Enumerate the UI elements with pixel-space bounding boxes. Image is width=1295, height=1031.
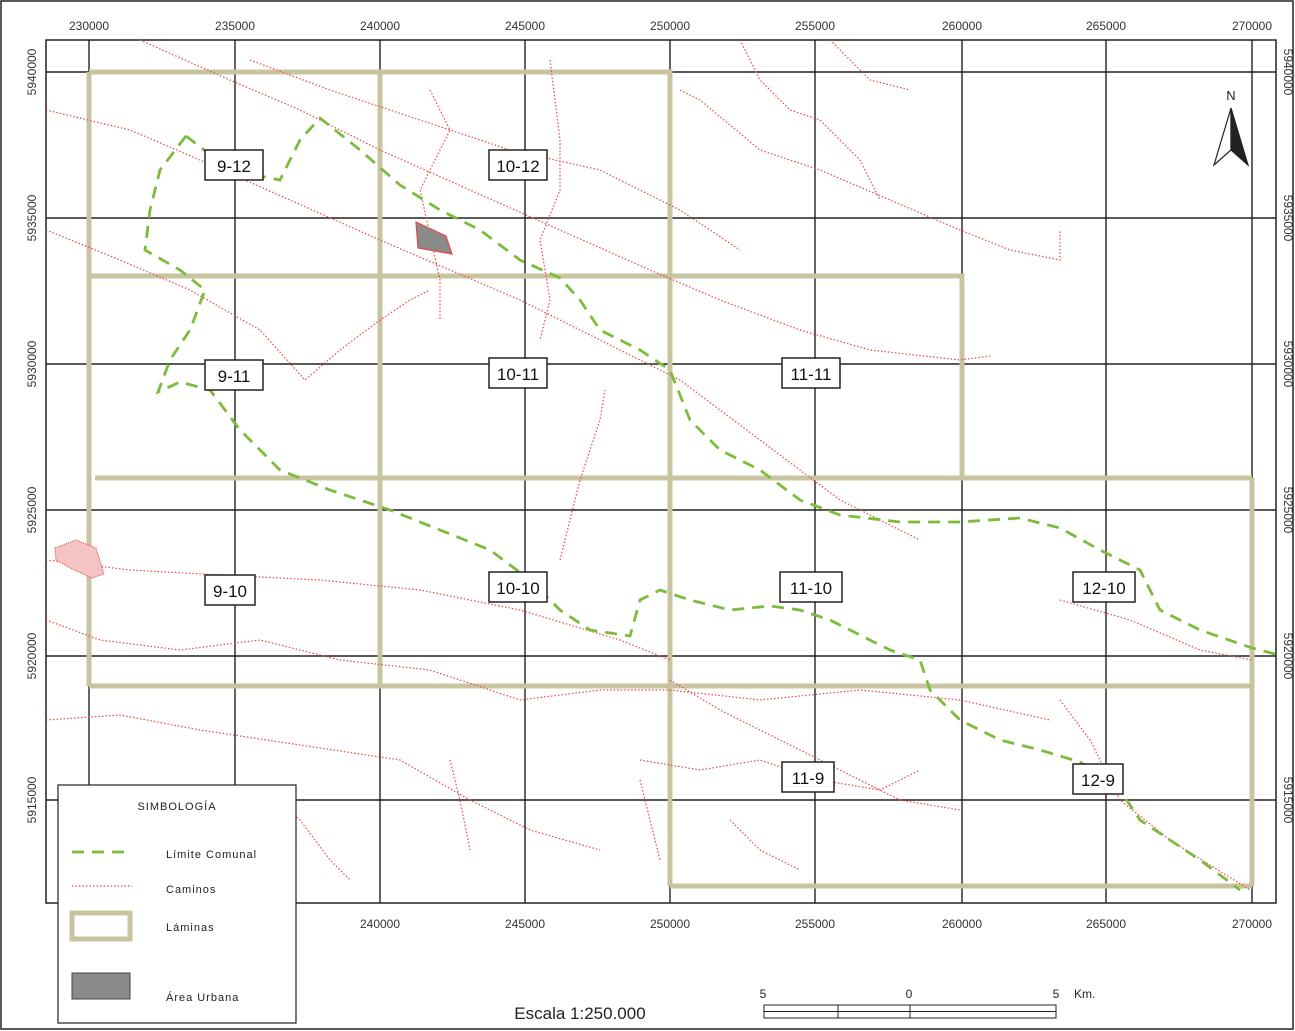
svg-text:9-11: 9-11 <box>218 367 251 386</box>
caminos-roads <box>45 39 1253 891</box>
scale-label-left: 5 <box>760 987 767 1001</box>
x-tick-bottom: 240000 <box>360 917 400 931</box>
svg-text:11-11: 11-11 <box>791 365 832 384</box>
sheet-label-9-10[interactable]: 9-10 <box>204 574 256 606</box>
y-tick-right: 5930000 <box>1281 341 1295 388</box>
sheet-label-10-11[interactable]: 10-11 <box>488 357 548 389</box>
svg-text:N: N <box>1226 88 1235 103</box>
x-tick-top: 260000 <box>942 19 982 33</box>
x-tick-top: 270000 <box>1232 19 1272 33</box>
svg-text:11-9: 11-9 <box>792 769 825 788</box>
svg-text:9-12: 9-12 <box>217 157 251 176</box>
legend-label-limite: Límite Comunal <box>166 849 257 861</box>
scale-unit: Km. <box>1074 987 1095 1001</box>
bottom-tick-labels: 240000 245000 250000 255000 260000 26500… <box>360 917 1272 931</box>
y-tick-left: 5930000 <box>25 340 39 387</box>
sheet-label-9-12[interactable]: 9-12 <box>204 149 264 181</box>
svg-text:12-10: 12-10 <box>1082 579 1125 598</box>
svg-text:9-10: 9-10 <box>213 582 247 601</box>
sheet-label-11-9[interactable]: 11-9 <box>781 761 835 793</box>
y-tick-right: 5940000 <box>1281 49 1295 96</box>
limite-comunal <box>143 116 1276 892</box>
x-tick-bottom: 260000 <box>942 917 982 931</box>
legend-box: SIMBOLOGÍA Límite Comunal Caminos Lámina… <box>57 784 297 1024</box>
sheet-label-12-10[interactable]: 12-10 <box>1072 571 1136 603</box>
scale-label-right: 5 <box>1053 987 1060 1001</box>
sheet-labels: 9-12 10-12 9-11 10-11 11-11 9-10 10-10 <box>204 149 1136 795</box>
svg-text:10-12: 10-12 <box>496 157 539 176</box>
sheet-label-10-10[interactable]: 10-10 <box>488 571 548 603</box>
x-tick-bottom: 265000 <box>1086 917 1126 931</box>
y-tick-left: 5915000 <box>25 776 39 823</box>
x-tick-top: 235000 <box>215 19 255 33</box>
map-neatline <box>45 39 1277 904</box>
legend-laminas-icon <box>69 910 133 942</box>
top-tick-labels: 230000 235000 240000 245000 250000 25500… <box>69 19 1272 33</box>
right-tick-labels: 5940000 5935000 5930000 5925000 5920000 … <box>1281 49 1295 824</box>
y-tick-left: 5925000 <box>25 486 39 533</box>
y-tick-left: 5940000 <box>25 48 39 95</box>
legend-label-laminas: Láminas <box>166 922 215 934</box>
svg-text:10-11: 10-11 <box>497 365 539 384</box>
x-tick-top: 255000 <box>795 19 835 33</box>
x-tick-top: 240000 <box>360 19 400 33</box>
sheet-label-9-11[interactable]: 9-11 <box>204 359 264 391</box>
x-tick-bottom: 255000 <box>795 917 835 931</box>
sheet-label-12-9[interactable]: 12-9 <box>1072 763 1124 795</box>
sheet-label-11-11[interactable]: 11-11 <box>781 357 841 389</box>
laminas-outlines <box>86 69 1255 889</box>
area-urbana <box>54 221 453 579</box>
svg-text:11-10: 11-10 <box>790 579 832 598</box>
y-tick-left: 5920000 <box>25 632 39 679</box>
north-arrow-icon: N <box>1212 88 1250 167</box>
x-tick-top: 265000 <box>1086 19 1126 33</box>
legend-label-urbana: Área Urbana <box>166 991 239 1004</box>
x-tick-bottom: 250000 <box>650 917 690 931</box>
legend-label-caminos: Caminos <box>166 884 216 896</box>
y-tick-left: 5935000 <box>25 194 39 241</box>
svg-text:10-10: 10-10 <box>496 579 539 598</box>
sheet-label-11-10[interactable]: 11-10 <box>779 571 843 603</box>
scale-text: Escala 1:250.000 <box>514 1004 645 1023</box>
scale-bar: 5 0 5 Km. <box>760 987 1095 1019</box>
legend-title: SIMBOLOGÍA <box>137 800 216 813</box>
x-tick-top: 230000 <box>69 19 109 33</box>
y-tick-right: 5935000 <box>1281 195 1295 242</box>
legend-urbana-icon <box>71 972 131 1000</box>
x-tick-top: 250000 <box>650 19 690 33</box>
y-tick-right: 5920000 <box>1281 633 1295 680</box>
left-tick-labels: 5940000 5935000 5930000 5925000 5920000 … <box>25 48 39 823</box>
sheet-label-10-12[interactable]: 10-12 <box>488 149 548 181</box>
x-tick-bottom: 270000 <box>1232 917 1272 931</box>
x-tick-top: 245000 <box>505 19 545 33</box>
scale-label-zero: 0 <box>906 987 913 1001</box>
svg-text:12-9: 12-9 <box>1081 771 1115 790</box>
y-tick-right: 5915000 <box>1281 777 1295 824</box>
y-tick-right: 5925000 <box>1281 487 1295 534</box>
x-tick-bottom: 245000 <box>505 917 545 931</box>
